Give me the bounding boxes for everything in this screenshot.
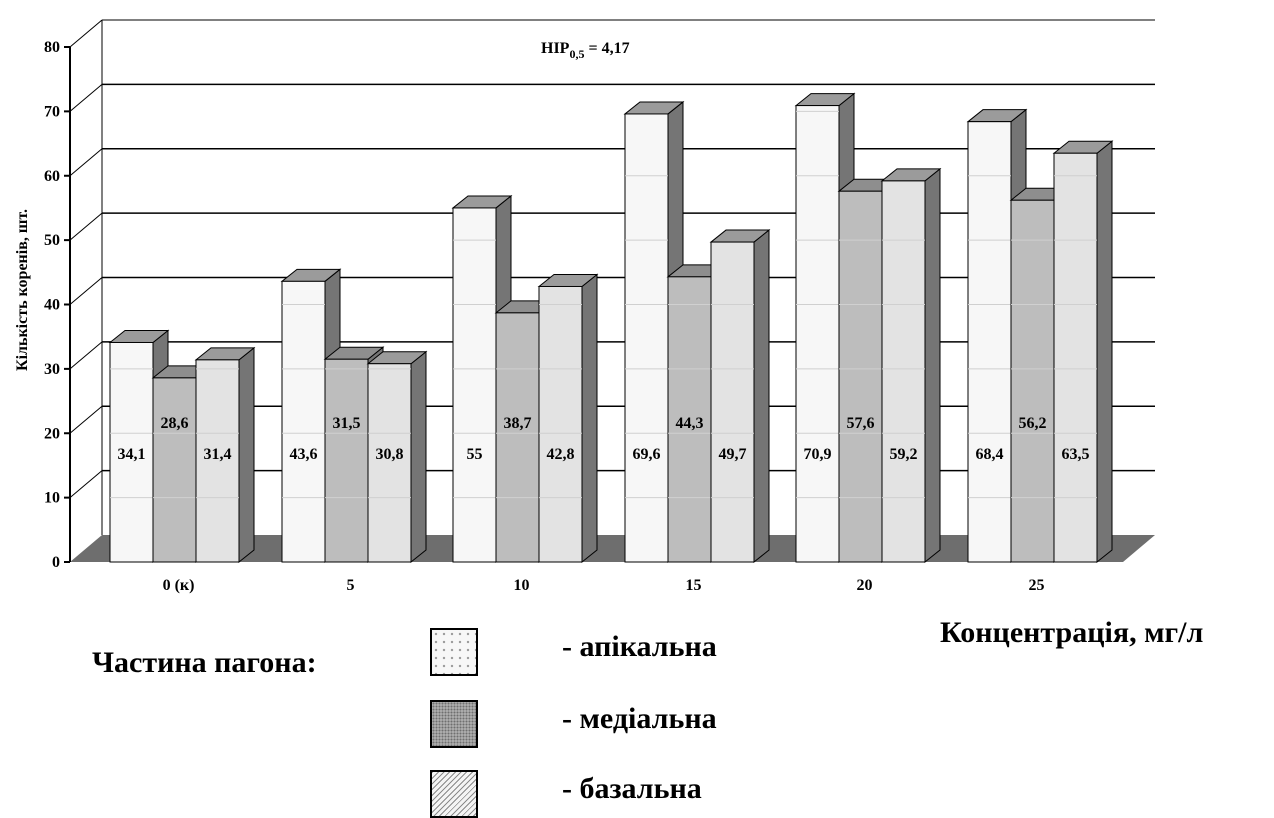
bar-side — [238, 346, 255, 564]
x-tick-label: 0 (к) — [163, 577, 195, 594]
data-label: 43,6 — [290, 446, 318, 463]
x-tick-label: 20 — [857, 577, 873, 594]
data-label: 42,8 — [547, 446, 575, 463]
data-label: 59,2 — [890, 446, 918, 463]
bar-front — [495, 312, 540, 563]
data-label: 34,1 — [118, 446, 146, 463]
x-tick-label: 5 — [347, 577, 355, 594]
x-axis-title: Концентрація, мг/л — [940, 616, 1204, 649]
gridline-diagonal — [69, 277, 103, 305]
data-label: 63,5 — [1062, 446, 1090, 463]
legend-swatch-apical — [430, 628, 478, 676]
bar-front — [667, 276, 712, 563]
y-tick-label: 80 — [44, 39, 60, 56]
bar — [880, 167, 942, 564]
data-label: 31,4 — [204, 446, 232, 463]
data-label: 57,6 — [847, 415, 875, 432]
data-label: 55 — [467, 446, 483, 463]
bar-front — [195, 359, 240, 563]
bar-side — [924, 167, 941, 564]
chart-svg: 0 10 20 30 40 50 60 70 80 0 (к) 5 10 15 20 25 34,1 28,6… — [14, 19, 1155, 594]
y-tick-label: 50 — [44, 232, 60, 249]
gridline-diagonal — [69, 148, 103, 177]
bar-front — [967, 121, 1012, 563]
y-tick-label: 60 — [44, 168, 60, 185]
y-tick-label: 30 — [44, 361, 60, 378]
gridline-diagonal — [69, 341, 103, 370]
y-tick-label: 70 — [44, 103, 60, 120]
legend-label-basal: - базальна — [562, 772, 702, 805]
nir-annotation-main: НІР — [541, 40, 570, 57]
data-label: 44,3 — [676, 415, 704, 432]
nir-annotation-sub: 0,5 — [569, 47, 584, 61]
bar — [366, 350, 428, 564]
y-tick-label: 20 — [44, 425, 60, 442]
bar-front — [838, 190, 883, 563]
x-tick-label: 15 — [686, 577, 702, 594]
bars — [108, 92, 1114, 564]
legend-item-apical: - апікальна — [430, 628, 760, 676]
data-label: 70,9 — [804, 446, 832, 463]
data-label: 69,6 — [633, 446, 661, 463]
bar-front — [367, 363, 412, 563]
bar-front — [795, 105, 840, 563]
bar — [1052, 140, 1114, 564]
legend-label-apical: - апікальна — [562, 630, 717, 663]
gridline-diagonal — [69, 19, 103, 48]
data-label: 49,7 — [719, 446, 747, 463]
bar-side — [1096, 140, 1113, 564]
x-tick-label: 25 — [1029, 577, 1045, 594]
data-label: 28,6 — [161, 415, 189, 432]
bar — [709, 229, 771, 564]
nir-annotation: НІР0,5 = 4,17 — [541, 40, 630, 61]
bar-front — [881, 180, 926, 563]
bar — [537, 273, 599, 564]
bar-front — [281, 280, 326, 563]
y-axis: 0 10 20 30 40 50 60 70 80 0 (к) 5 10 15 20 25 — [44, 20, 1045, 594]
y-axis-title: Кількість коренів, шт. — [14, 209, 31, 371]
bar-front — [1010, 199, 1055, 563]
bar-front — [538, 285, 583, 563]
legend-item-basal: - базальна — [430, 770, 760, 818]
legend-swatch-basal — [430, 770, 478, 818]
data-labels: 34,1 28,6 31,4 43,6 31,5 30,8 55 38,7 42,8 69,6 44… — [118, 415, 1090, 463]
gridline-diagonal — [69, 405, 103, 434]
bar-side — [410, 350, 427, 564]
bar-front — [1053, 152, 1098, 563]
legend-title: Частина пагона: — [92, 646, 317, 679]
bar-front — [324, 358, 369, 563]
x-tick-label: 10 — [514, 577, 530, 594]
bar-side — [581, 273, 598, 564]
nir-annotation-rest: = 4,17 — [584, 40, 629, 57]
bar-front — [624, 113, 669, 563]
gridline-diagonal — [69, 470, 103, 499]
legend-item-medial: - медіальна — [430, 700, 760, 748]
bar-front — [109, 341, 154, 563]
bar-front — [152, 377, 197, 563]
gridline-diagonal — [69, 212, 103, 241]
y-tick-label: 40 — [44, 297, 60, 314]
data-label: 30,8 — [376, 446, 404, 463]
data-label: 31,5 — [333, 415, 361, 432]
bar-front — [452, 207, 497, 563]
bar — [194, 346, 256, 564]
data-label: 38,7 — [504, 415, 532, 432]
y-tick-label: 10 — [44, 490, 60, 507]
data-label: 68,4 — [976, 446, 1004, 463]
y-tick-label: 0 — [52, 554, 60, 571]
legend-swatch-medial — [430, 700, 478, 748]
data-label: 56,2 — [1019, 415, 1047, 432]
bar-side — [753, 229, 770, 564]
gridline-diagonal — [69, 83, 103, 112]
bar-front — [710, 241, 755, 563]
legend-label-medial: - медіальна — [562, 702, 717, 735]
